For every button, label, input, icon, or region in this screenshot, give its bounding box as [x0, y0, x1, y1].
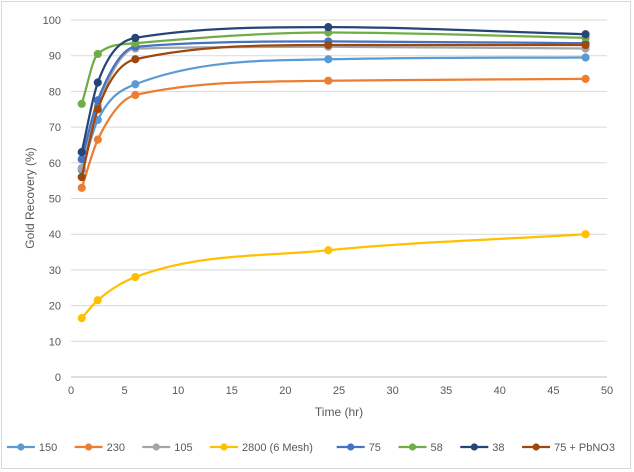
legend-marker — [347, 443, 355, 451]
y-tick-label: 20 — [49, 301, 61, 313]
y-tick-label: 90 — [49, 51, 61, 63]
tick-labels: 0 10 20 30 40 50 60 70 80 90 100 0 5 10 15 20 25 30 35 40 45… — [43, 15, 613, 397]
legend-label: 58 — [431, 442, 443, 454]
legend-marker — [532, 443, 540, 451]
data-point — [93, 135, 102, 144]
legend: 150 230 105 2800 (6 Mesh) 75 58 38 75 + PbNO3 — [6, 442, 615, 454]
gridlines — [71, 19, 607, 342]
legend-marker — [220, 443, 228, 451]
data-point — [93, 105, 102, 114]
x-tick-label: 0 — [68, 385, 74, 397]
legend-marker — [408, 443, 417, 451]
legend-item: 75 — [336, 442, 381, 454]
data-point — [131, 90, 140, 100]
x-tick-label: 25 — [333, 385, 345, 397]
data-point — [324, 246, 333, 255]
legend-marker — [85, 443, 93, 451]
x-tick-label: 5 — [122, 385, 128, 397]
series-6 — [77, 23, 590, 157]
data-point — [581, 74, 590, 84]
legend-label: 75 + PbNO3 — [554, 442, 615, 454]
legend-item: 38 — [460, 442, 505, 454]
series-0 — [77, 53, 590, 175]
data-point — [324, 40, 333, 50]
series-line — [80, 77, 587, 189]
series-3 — [77, 230, 590, 323]
data-point — [324, 55, 333, 64]
y-tick-label: 70 — [49, 122, 61, 134]
data-point — [93, 296, 102, 305]
legend-label: 150 — [39, 442, 57, 454]
data-point — [77, 172, 86, 182]
legend-item: 58 — [398, 442, 443, 454]
y-tick-label: 40 — [49, 229, 61, 241]
legend-label: 105 — [174, 442, 192, 454]
y-tick-label: 100 — [43, 15, 61, 27]
data-point — [93, 78, 102, 87]
data-point — [77, 313, 86, 323]
data-point — [581, 230, 590, 239]
y-tick-label: 80 — [49, 86, 61, 98]
data-point — [324, 23, 333, 32]
data-point — [131, 55, 140, 64]
legend-item: 2800 (6 Mesh) — [210, 442, 313, 454]
data-point — [77, 183, 86, 192]
legend-label: 2800 (6 Mesh) — [242, 442, 313, 454]
legend-item: 105 — [142, 442, 193, 454]
data-point — [324, 76, 333, 85]
series-line — [80, 56, 587, 172]
legend-marker — [470, 443, 478, 451]
legend-item: 230 — [74, 442, 125, 454]
series-2 — [77, 42, 590, 173]
legend-marker — [152, 443, 160, 451]
data-point — [131, 272, 140, 282]
legend-item: 75 + PbNO3 — [522, 442, 615, 454]
x-tick-label: 40 — [494, 385, 506, 397]
x-tick-label: 50 — [601, 385, 613, 397]
y-tick-label: 30 — [49, 265, 61, 277]
legend-item: 150 — [6, 442, 57, 454]
data-point — [581, 30, 590, 39]
data-point — [581, 53, 590, 62]
y-tick-label: 10 — [49, 336, 61, 348]
legend-label: 75 — [369, 442, 381, 454]
series-line — [80, 45, 587, 170]
x-axis-title: Time (hr) — [315, 405, 363, 419]
series-line — [80, 43, 587, 179]
data-point — [131, 80, 140, 89]
data-point — [77, 147, 86, 157]
y-tick-label: 60 — [49, 158, 61, 170]
x-tick-label: 20 — [279, 385, 291, 397]
data-point — [581, 40, 590, 50]
y-tick-label: 50 — [49, 194, 61, 206]
legend-label: 38 — [492, 442, 504, 454]
legend-marker — [17, 443, 25, 451]
legend-label: 230 — [107, 442, 125, 454]
data-point — [77, 99, 86, 108]
x-tick-label: 35 — [440, 385, 452, 397]
y-axis-title: Gold Recovery (%) — [23, 147, 37, 248]
x-tick-label: 30 — [386, 385, 398, 397]
series-7 — [77, 40, 590, 182]
y-tick-label: 0 — [55, 372, 61, 384]
series-1 — [77, 74, 590, 192]
x-tick-label: 15 — [226, 385, 238, 397]
series-layer — [77, 23, 590, 323]
x-tick-label: 45 — [547, 385, 559, 397]
data-point — [93, 49, 102, 59]
x-tick-label: 10 — [172, 385, 184, 397]
data-point — [131, 33, 140, 42]
